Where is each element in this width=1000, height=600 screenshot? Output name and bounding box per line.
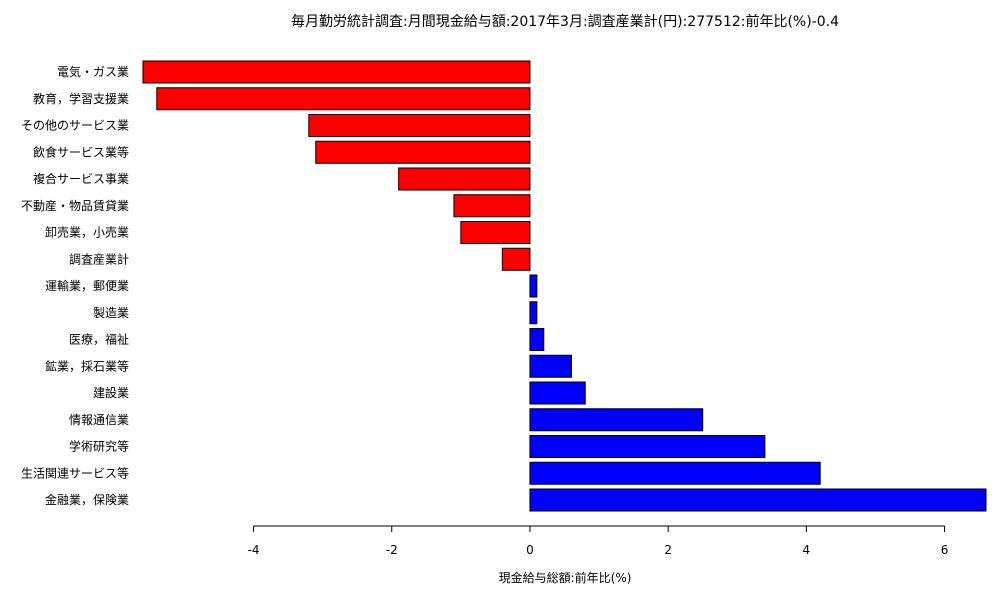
bar-7 — [501, 247, 531, 271]
x-axis: -4 -2 0 2 4 6 — [248, 525, 949, 557]
bar-14 — [529, 435, 766, 458]
x-tick-label-4: 4 — [803, 543, 811, 557]
category-label-9: 製造業 — [93, 306, 129, 320]
x-tick-label-2: 0 — [526, 543, 534, 557]
bars-group — [142, 60, 987, 512]
bar-8 — [529, 274, 538, 298]
bar-13 — [529, 408, 704, 432]
bar-9 — [529, 301, 538, 325]
x-tick-label-5: 6 — [941, 543, 949, 557]
category-label-7: 調査産業計 — [69, 251, 129, 266]
category-label-11: 鉱業，採石業等 — [45, 358, 129, 373]
bar-12 — [529, 381, 586, 405]
category-label-12: 建設業 — [93, 385, 129, 400]
bar-16 — [529, 488, 987, 512]
category-label-13: 情報通信業 — [69, 413, 129, 427]
x-tick-label-1: -2 — [386, 543, 398, 557]
category-label-15: 生活関連サービス等 — [21, 466, 129, 480]
x-tick-label-0: -4 — [248, 543, 260, 557]
category-label-8: 運輸業，郵便業 — [45, 278, 129, 293]
category-labels: 電気・ガス業教育，学習支援業その他のサービス業飲食サービス業等複合サービス事業不… — [21, 64, 129, 507]
chart-title: 毎月勤労統計調査:月間現金給与額:2017年3月:調査産業計(円):277512… — [291, 13, 839, 30]
bar-0 — [142, 60, 531, 84]
bar-3 — [315, 140, 531, 164]
category-label-16: 金融業，保険業 — [45, 492, 129, 507]
bar-2 — [308, 114, 531, 137]
category-label-4: 複合サービス事業 — [33, 171, 129, 186]
category-label-1: 教育，学習支援業 — [33, 91, 129, 106]
category-label-6: 卸売業，小売業 — [45, 225, 129, 240]
bar-4 — [398, 167, 531, 191]
bar-6 — [460, 221, 531, 244]
category-label-14: 学術研究等 — [69, 439, 129, 454]
category-label-0: 電気・ガス業 — [57, 64, 129, 79]
category-label-10: 医療，福祉 — [69, 332, 129, 347]
bar-11 — [529, 354, 572, 378]
x-tick-label-3: 2 — [664, 543, 672, 557]
bar-5 — [453, 194, 531, 218]
category-label-2: その他のサービス業 — [21, 119, 129, 133]
category-label-3: 飲食サービス業等 — [33, 144, 129, 159]
x-axis-label: 現金給与総額:前年比(%) — [499, 570, 632, 585]
bar-1 — [156, 87, 531, 111]
bar-10 — [529, 328, 545, 351]
category-label-5: 不動産・物品賃貸業 — [21, 198, 129, 213]
bar-15 — [529, 461, 821, 485]
